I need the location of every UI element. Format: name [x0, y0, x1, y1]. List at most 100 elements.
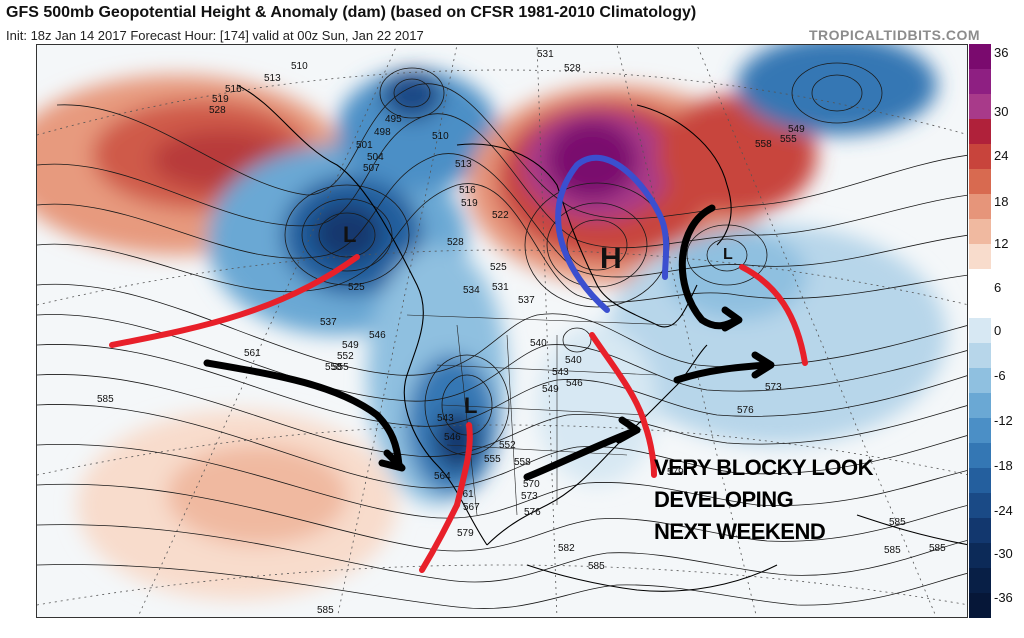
colorbar-swatch — [969, 93, 991, 119]
contour-label: 576 — [524, 507, 541, 518]
colorbar-label: -12 — [994, 413, 1013, 428]
colorbar-swatch — [969, 343, 991, 369]
contour-label: 525 — [490, 262, 507, 273]
contour-label: 585 — [317, 605, 334, 616]
colorbar-swatch — [969, 568, 991, 593]
height-contours — [37, 62, 967, 609]
contour-label: 579 — [667, 467, 684, 478]
colorbar-swatch — [969, 143, 991, 169]
contour-label: 495 — [385, 114, 402, 125]
contour-label: 585 — [929, 543, 946, 554]
colorbar-swatch — [969, 44, 991, 69]
contour-label: 543 — [552, 367, 569, 378]
colorbar-swatch — [969, 68, 991, 94]
colorbar-label: -24 — [994, 503, 1013, 518]
contour-label: 516 — [459, 185, 476, 196]
colorbar-swatch — [969, 268, 991, 294]
contour-label: 546 — [369, 330, 386, 341]
graticule — [37, 45, 967, 617]
contour-label: 561 — [457, 489, 474, 500]
colorbar-label: 36 — [994, 45, 1009, 60]
contour-label: 507 — [363, 163, 380, 174]
map-subtitle: Init: 18z Jan 14 2017 Forecast Hour: [17… — [6, 28, 424, 43]
colorbar-swatch — [969, 368, 991, 394]
trough-axis-red — [589, 332, 657, 478]
contour-label: 519 — [212, 94, 229, 105]
contour-label: 549 — [788, 124, 805, 135]
colorbar-swatch — [969, 592, 991, 618]
flow-arrow-black — [615, 416, 641, 444]
contour-label: 516 — [225, 84, 242, 95]
coastlines — [236, 84, 967, 592]
flow-arrow-black — [203, 359, 403, 469]
ridge-axis-blue — [555, 154, 670, 313]
colorbar-swatch — [969, 118, 991, 144]
contour-label: 558 — [325, 362, 342, 373]
contour-label: 546 — [444, 432, 461, 443]
colorbar-label: -36 — [994, 590, 1013, 605]
contour-label: 570 — [523, 479, 540, 490]
contour-label: 540 — [565, 355, 582, 366]
annotation-line: NEXT WEEKEND — [654, 519, 826, 544]
trough-axis-red — [454, 422, 473, 508]
colorbar-swatch — [969, 168, 991, 194]
colorbar-label: 24 — [994, 148, 1009, 163]
contour-label: 525 — [348, 282, 365, 293]
colorbar-label: 18 — [994, 194, 1009, 209]
colorbar-label: -18 — [994, 458, 1013, 473]
contour-label: 558 — [514, 457, 531, 468]
contour-label: 579 — [457, 528, 474, 539]
contour-label: 504 — [367, 152, 384, 163]
colorbar-swatch — [969, 243, 991, 269]
contour-label: 528 — [209, 105, 226, 116]
contour-label: 531 — [537, 49, 554, 60]
contour-label: 543 — [437, 413, 454, 424]
map-title: GFS 500mb Geopotential Height & Anomaly … — [6, 4, 697, 21]
contour-label: 537 — [518, 295, 535, 306]
pressure-centers: L L L H — [343, 222, 733, 418]
colorbar-swatch — [969, 218, 991, 244]
contour-label: 528 — [447, 237, 464, 248]
contour-label: 531 — [492, 282, 509, 293]
contour-label: 552 — [337, 351, 354, 362]
site-watermark: TROPICALTIDBITS.COM — [808, 27, 980, 43]
colorbar-label: -30 — [994, 546, 1013, 561]
contour-label: 555 — [332, 362, 349, 373]
contour-label: 561 — [244, 348, 261, 359]
contour-label: 573 — [765, 382, 782, 393]
political-borders — [406, 314, 678, 516]
contour-label: 513 — [455, 159, 472, 170]
contour-label: 585 — [884, 545, 901, 556]
contour-label: 519 — [461, 198, 478, 209]
colorbar-swatch — [969, 493, 991, 519]
colorbar-swatch — [969, 193, 991, 219]
contour-label: 510 — [432, 131, 449, 142]
colorbar — [969, 44, 991, 618]
contour-label: 540 — [530, 338, 547, 349]
contour-label: 558 — [755, 139, 772, 150]
weather-map: 510 513 516 519 528 495 498 501 504 507 … — [36, 44, 968, 618]
contour-label: 546 — [566, 378, 583, 389]
contour-label: 555 — [780, 134, 797, 145]
contour-label: 537 — [320, 317, 337, 328]
colorbar-swatch — [969, 468, 991, 494]
contour-label: 513 — [264, 73, 281, 84]
header: GFS 500mb Geopotential Height & Anomaly … — [6, 4, 1016, 48]
flow-arrow-black — [673, 361, 773, 384]
contour-label: 564 — [434, 471, 451, 482]
forecast-annotation: VERY BLOCKY LOOK DEVELOPING NEXT WEEKEND — [654, 452, 873, 548]
flow-arrow-black — [721, 306, 743, 332]
drawn-annotations — [109, 154, 808, 573]
annotation-line: VERY BLOCKY LOOK — [654, 455, 873, 480]
contour-label: 573 — [521, 491, 538, 502]
colorbar-swatch — [969, 318, 991, 344]
contour-label: 510 — [291, 61, 308, 72]
contour-label: 549 — [542, 384, 559, 395]
contour-label: 552 — [499, 440, 516, 451]
trough-axis-red — [419, 502, 460, 573]
colorbar-label: 30 — [994, 104, 1009, 119]
low-center-label: L — [723, 246, 733, 263]
contour-label: 567 — [463, 502, 480, 513]
trough-axis-red — [109, 254, 360, 348]
colorbar-label: 6 — [994, 280, 1002, 295]
